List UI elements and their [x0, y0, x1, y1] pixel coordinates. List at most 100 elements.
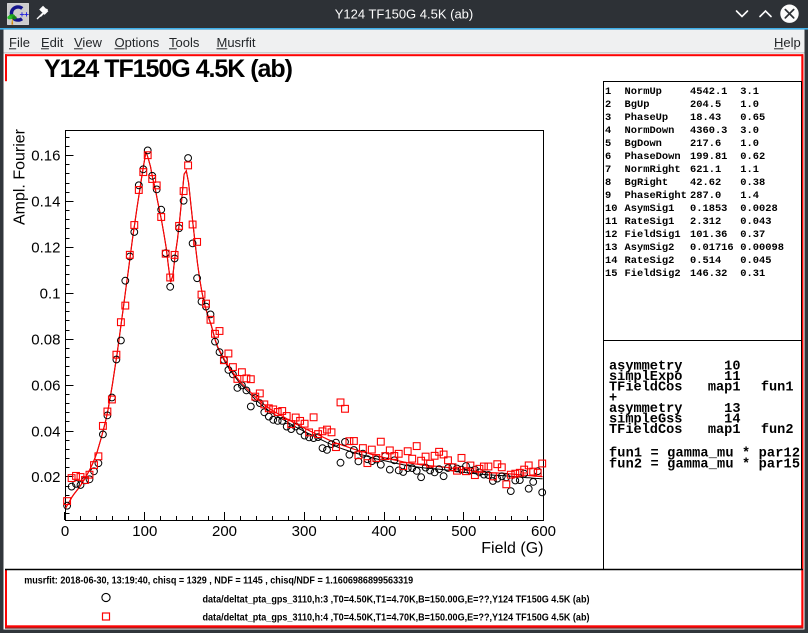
svg-text:400: 400: [371, 523, 396, 540]
svg-text:2.312: 2.312: [690, 216, 721, 228]
svg-text:TFieldCos: TFieldCos: [609, 423, 682, 438]
svg-text:15: 15: [605, 268, 617, 280]
svg-text:data/deltat_pta_gps_3110,h:3 ,: data/deltat_pta_gps_3110,h:3 ,T0=4.50K,T…: [203, 594, 590, 606]
svg-text:4542.1: 4542.1: [690, 86, 727, 98]
svg-text:0: 0: [61, 523, 69, 540]
svg-text:621.1: 621.1: [690, 164, 721, 176]
svg-text:+: +: [609, 391, 617, 406]
svg-text:0.02: 0.02: [31, 469, 60, 486]
svg-text:BgRight: BgRight: [625, 177, 669, 189]
svg-text:42.62: 42.62: [690, 177, 721, 189]
svg-text:204.5: 204.5: [690, 99, 721, 111]
svg-text:Ampl. Fourier: Ampl. Fourier: [12, 128, 29, 225]
svg-text:0.08: 0.08: [31, 331, 60, 348]
svg-text:BgUp: BgUp: [625, 99, 650, 111]
svg-text:map1: map1: [708, 381, 741, 396]
svg-text:217.6: 217.6: [690, 138, 721, 150]
svg-text:simplExpo: simplExpo: [609, 370, 682, 385]
svg-text:10: 10: [724, 360, 740, 375]
svg-text:11: 11: [724, 370, 740, 385]
svg-text:500: 500: [451, 523, 476, 540]
svg-text:0.12: 0.12: [31, 240, 60, 257]
svg-text:101.36: 101.36: [690, 229, 727, 241]
svg-text:12: 12: [605, 229, 617, 241]
svg-text:PhaseDown: PhaseDown: [625, 151, 681, 163]
svg-text:Options: Options: [115, 35, 160, 50]
svg-text:asymmetry: asymmetry: [609, 360, 682, 375]
svg-text:PhaseUp: PhaseUp: [625, 112, 669, 124]
svg-text:Y124 TF150G 4.5K (ab): Y124 TF150G 4.5K (ab): [335, 7, 474, 22]
svg-text:7: 7: [605, 164, 611, 176]
svg-text:0.00098: 0.00098: [740, 242, 784, 254]
svg-text:map1: map1: [708, 423, 741, 438]
svg-text:3.0: 3.0: [740, 125, 759, 137]
svg-text:musrfit: 2018-06-30, 13:19:40,: musrfit: 2018-06-30, 13:19:40, chisq = 1…: [24, 576, 413, 587]
svg-text:0.043: 0.043: [740, 216, 771, 228]
svg-text:data/deltat_pta_gps_3110,h:4 ,: data/deltat_pta_gps_3110,h:4 ,T0=4.50K,T…: [203, 612, 590, 624]
svg-text:9: 9: [605, 190, 611, 202]
svg-text:0.62: 0.62: [740, 151, 765, 163]
svg-text:RateSig2: RateSig2: [625, 255, 675, 267]
svg-text:++: ++: [20, 9, 29, 19]
svg-text:146.32: 146.32: [690, 268, 727, 280]
svg-text:asymmetry: asymmetry: [609, 402, 682, 417]
svg-text:PhaseRight: PhaseRight: [625, 190, 687, 202]
svg-text:0.38: 0.38: [740, 177, 765, 189]
svg-text:0.31: 0.31: [740, 268, 765, 280]
svg-text:1.4: 1.4: [740, 190, 759, 202]
svg-text:Tools: Tools: [169, 35, 200, 50]
svg-text:simpleGss: simpleGss: [609, 413, 682, 428]
svg-text:10: 10: [605, 203, 617, 215]
svg-text:13: 13: [724, 402, 740, 417]
svg-text:FieldSig1: FieldSig1: [625, 229, 681, 241]
svg-text:1.0: 1.0: [740, 99, 759, 111]
svg-text:0.045: 0.045: [740, 255, 771, 267]
svg-text:0.01716: 0.01716: [690, 242, 734, 254]
svg-text:NormUp: NormUp: [625, 86, 662, 98]
svg-text:1.1: 1.1: [740, 164, 759, 176]
svg-text:4360.3: 4360.3: [690, 125, 727, 137]
svg-text:Field (G): Field (G): [481, 540, 543, 557]
svg-text:Edit: Edit: [41, 35, 64, 50]
svg-text:300: 300: [292, 523, 317, 540]
svg-text:View: View: [74, 35, 103, 50]
svg-text:FieldSig2: FieldSig2: [625, 268, 681, 280]
svg-text:0.37: 0.37: [740, 229, 765, 241]
svg-text:1: 1: [605, 86, 611, 98]
svg-text:NormRight: NormRight: [625, 164, 681, 176]
svg-text:13: 13: [605, 242, 617, 254]
svg-text:0.14: 0.14: [31, 194, 60, 211]
svg-text:fun2: fun2: [761, 423, 794, 438]
svg-text:199.81: 199.81: [690, 151, 727, 163]
svg-text:100: 100: [132, 523, 157, 540]
svg-text:0.04: 0.04: [31, 423, 60, 440]
svg-text:0.0028: 0.0028: [740, 203, 777, 215]
svg-text:1.0: 1.0: [740, 138, 759, 150]
svg-text:fun1 = gamma_mu * par12: fun1 = gamma_mu * par12: [609, 447, 800, 462]
svg-text:0.16: 0.16: [31, 148, 60, 165]
svg-text:Y124 TF150G 4.5K (ab): Y124 TF150G 4.5K (ab): [44, 55, 293, 83]
svg-text:0.1853: 0.1853: [690, 203, 727, 215]
svg-text:AsymSig2: AsymSig2: [625, 242, 675, 254]
svg-text:TFieldCos: TFieldCos: [609, 381, 682, 396]
svg-text:fun2 = gamma_mu * par15: fun2 = gamma_mu * par15: [609, 458, 800, 473]
svg-text:Help: Help: [774, 35, 801, 50]
svg-text:0.1: 0.1: [40, 286, 61, 303]
svg-text:200: 200: [212, 523, 237, 540]
svg-text:Musrfit: Musrfit: [217, 35, 256, 50]
svg-text:0.514: 0.514: [690, 255, 721, 267]
svg-text:0.65: 0.65: [740, 112, 765, 124]
svg-text:3: 3: [605, 112, 611, 124]
svg-text:NormDown: NormDown: [625, 125, 675, 137]
svg-text:2: 2: [605, 99, 611, 111]
svg-text:14: 14: [724, 413, 740, 428]
svg-text:11: 11: [605, 216, 617, 228]
svg-text:0.06: 0.06: [31, 377, 60, 394]
svg-text:4: 4: [605, 125, 611, 137]
svg-text:18.43: 18.43: [690, 112, 721, 124]
svg-text:fun1: fun1: [761, 381, 794, 396]
svg-text:287.0: 287.0: [690, 190, 721, 202]
svg-text:File: File: [9, 35, 30, 50]
svg-text:600: 600: [531, 523, 556, 540]
svg-text:5: 5: [605, 138, 611, 150]
